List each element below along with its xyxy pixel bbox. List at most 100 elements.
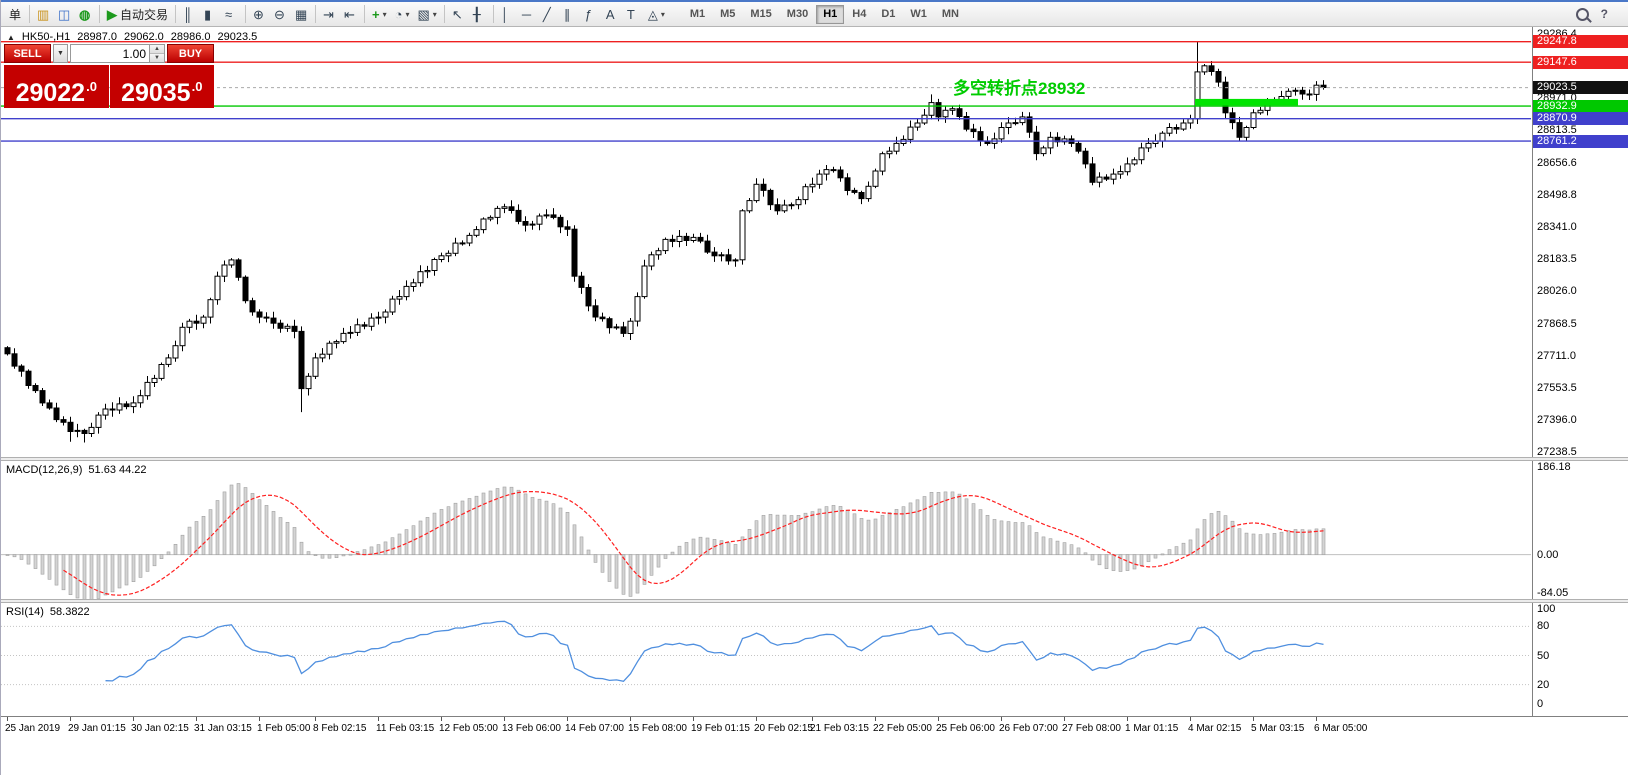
rsi-scale[interactable]: 100 80 50 20 0 <box>1532 603 1628 716</box>
trendline-button[interactable]: ╱ <box>539 4 560 25</box>
timeframe-h4[interactable]: H4 <box>845 5 873 24</box>
ohlc-high: 29062.0 <box>123 31 164 43</box>
macd-values: 51.63 44.22 <box>88 464 147 476</box>
timeframe-m5[interactable]: M5 <box>713 5 742 24</box>
time-tick-label: 25 Jan 2019 <box>5 723 61 734</box>
timeframe-w1[interactable]: W1 <box>903 5 934 24</box>
time-tick <box>315 717 316 721</box>
fibonacci-button[interactable]: ƒ <box>581 4 602 25</box>
symbol-label: HK50-,H1 <box>21 31 71 43</box>
time-axis[interactable]: 25 Jan 2019 29 Jan 01:15 30 Jan 02:15 31 Ja… <box>1 716 1628 742</box>
time-tick-label: 6 Mar 05:00 <box>1314 723 1368 734</box>
fibonacci-icon: ƒ <box>584 6 593 22</box>
rsi-panel[interactable]: RSI(14) 58.3822 <box>1 603 1531 716</box>
buy-price[interactable]: 29035 .0 <box>109 65 214 108</box>
arrows-button[interactable]: ◬ ▾ <box>644 4 669 25</box>
price-scale-label: 27711.0 <box>1537 350 1576 362</box>
rsi-chart[interactable] <box>1 603 1531 716</box>
timeframe-m15[interactable]: M15 <box>743 5 778 24</box>
periods-icon: ◔ <box>394 6 403 22</box>
bar-chart-icon: ║ <box>183 6 193 22</box>
buy-price-frac: .0 <box>191 79 203 94</box>
vertical-line-button[interactable]: │ <box>497 4 518 25</box>
macd-panel[interactable]: MACD(12,26,9) 51.63 44.22 <box>1 461 1531 599</box>
rsi-label: RSI(14) 58.3822 <box>6 606 90 618</box>
zoom-in-button[interactable]: ⊕ <box>249 4 270 25</box>
time-tick <box>875 717 876 721</box>
time-tick <box>756 717 757 721</box>
candlestick-button[interactable]: ▮ <box>200 4 221 25</box>
line-chart-button[interactable]: ≈ <box>221 4 242 25</box>
timeframe-m30[interactable]: M30 <box>780 5 815 24</box>
price-scale-label: 28813.5 <box>1537 124 1577 136</box>
time-tick <box>630 717 631 721</box>
buy-button[interactable]: BUY <box>167 44 214 63</box>
time-tick-label: 30 Jan 02:15 <box>131 723 189 734</box>
sell-price[interactable]: 29022 .0 <box>4 65 109 108</box>
time-tick-label: 20 Feb 02:15 <box>754 723 813 734</box>
ohlc-open: 28987.0 <box>77 31 117 43</box>
charts-button[interactable]: ▥ <box>33 4 54 25</box>
zoom-out-button[interactable]: ⊖ <box>270 4 291 25</box>
chart-shift-button[interactable]: ⇤ <box>340 4 361 25</box>
charts-icon: ▥ <box>37 6 50 22</box>
bar-chart-button[interactable]: ║ <box>179 4 200 25</box>
volume-stepper: ▲ ▼ <box>149 45 164 62</box>
cursor-icon: ↖ <box>451 6 463 22</box>
horizontal-line-button[interactable]: ─ <box>518 4 539 25</box>
timeframe-h1[interactable]: H1 <box>816 4 845 24</box>
templates-button[interactable]: ▧ ▾ <box>414 4 441 25</box>
time-tick <box>812 717 813 721</box>
price-chart-panel[interactable]: ▲ HK50-,H1 28987.0 29062.0 28986.0 29023… <box>1 27 1531 457</box>
time-tick-label: 1 Feb 05:00 <box>257 723 311 734</box>
timeframe-d1[interactable]: D1 <box>874 5 902 24</box>
chevron-down-icon: ▾ <box>405 9 410 19</box>
candlestick-chart[interactable] <box>1 27 1531 457</box>
toolbar-separator <box>492 5 494 23</box>
navigator-button[interactable]: ◍ <box>75 4 96 25</box>
time-tick <box>1127 717 1128 721</box>
toolbar-separator <box>315 5 317 23</box>
macd-scale[interactable]: 186.18 0.00 -84.05 <box>1532 461 1628 599</box>
volume-field[interactable]: 1.00 ▲ ▼ <box>70 44 165 63</box>
chart-shift-icon: ⇤ <box>344 6 355 22</box>
panel-splitter[interactable] <box>1 457 1628 461</box>
cursor-button[interactable]: ↖ <box>448 4 469 25</box>
time-tick-label: 8 Feb 02:15 <box>313 723 367 734</box>
toolbar-separator <box>364 5 366 23</box>
label-button[interactable]: T <box>623 4 644 25</box>
channel-button[interactable]: ∥ <box>560 4 581 25</box>
volume-up-button[interactable]: ▲ <box>150 45 164 54</box>
auto-trading-button[interactable]: ▶ 自动交易 <box>103 4 172 25</box>
timeframe-m1[interactable]: M1 <box>683 5 712 24</box>
timeframe-mn[interactable]: MN <box>935 5 966 24</box>
pivot-annotation: 多空转折点28932 <box>953 79 1086 98</box>
text-button[interactable]: A <box>602 4 623 25</box>
volume-down-button[interactable]: ▼ <box>150 54 164 62</box>
buy-price-main: 29035 <box>121 78 191 107</box>
crosshair-button[interactable]: ╂ <box>469 4 490 25</box>
tile-windows-button[interactable]: ▦ <box>291 4 312 25</box>
help-button[interactable]: ? <box>1595 6 1614 22</box>
new-order-button[interactable]: 单 <box>5 4 26 25</box>
periods-button[interactable]: ◔ ▾ <box>391 4 414 25</box>
new-order-button-label: 单 <box>9 7 22 22</box>
indicators-button[interactable]: + ▾ <box>368 4 391 25</box>
sell-button[interactable]: SELL <box>4 44 51 63</box>
search-icon[interactable] <box>1575 7 1589 21</box>
profiles-button[interactable]: ◫ <box>54 4 75 25</box>
macd-label: MACD(12,26,9) 51.63 44.22 <box>6 464 147 476</box>
chevron-down-icon: ▾ <box>382 9 387 19</box>
trendline-icon: ╱ <box>542 6 551 22</box>
volume-value[interactable]: 1.00 <box>122 47 146 61</box>
ohlc-low: 28986.0 <box>170 31 211 43</box>
macd-chart[interactable] <box>1 461 1531 599</box>
macd-scale-label: 186.18 <box>1537 461 1571 473</box>
price-scale[interactable]: 29286.4 28971.0 28813.5 28656.6 28498.8 28341… <box>1532 27 1628 458</box>
order-type-dropdown[interactable]: ▼ <box>53 44 68 63</box>
toolbar-right: ? <box>1575 6 1614 22</box>
toolbar-separator <box>175 5 177 23</box>
panel-splitter[interactable] <box>1 599 1628 603</box>
auto-scroll-button[interactable]: ⇥ <box>319 4 340 25</box>
price-scale-label: 28656.6 <box>1537 157 1577 169</box>
